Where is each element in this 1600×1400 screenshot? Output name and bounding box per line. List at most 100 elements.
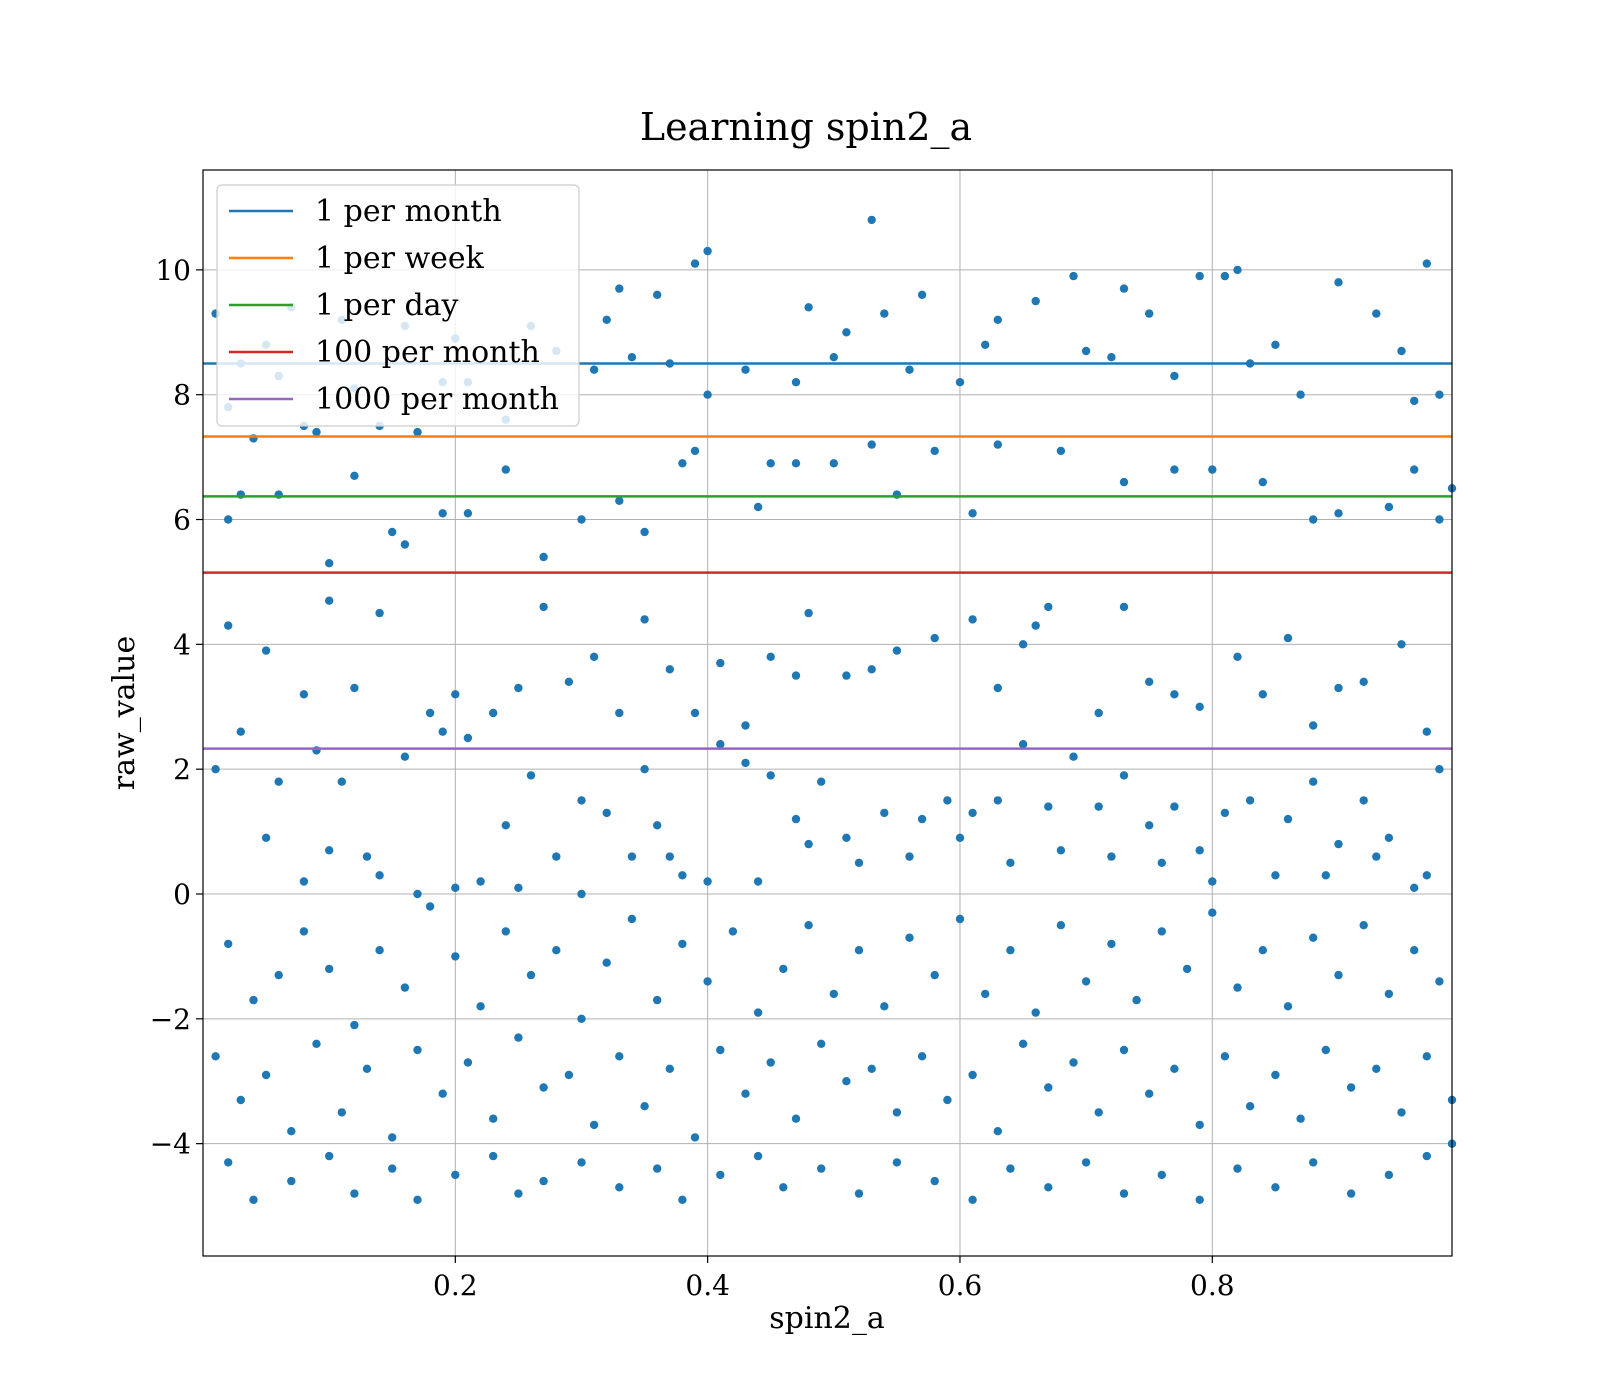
data-point xyxy=(1334,683,1343,693)
data-point xyxy=(627,852,637,861)
data-point xyxy=(1182,964,1192,974)
data-point xyxy=(325,1151,334,1161)
data-point xyxy=(665,665,674,674)
data-point xyxy=(905,852,914,861)
data-point xyxy=(489,708,498,718)
data-point xyxy=(451,1170,460,1180)
data-point xyxy=(842,1077,851,1086)
data-point xyxy=(1309,1158,1318,1167)
data-point xyxy=(1334,278,1343,287)
data-point xyxy=(1018,740,1028,749)
data-point xyxy=(791,814,801,824)
data-point xyxy=(438,1089,447,1098)
data-point xyxy=(400,983,410,992)
data-point xyxy=(1321,1045,1331,1055)
data-point xyxy=(589,365,599,374)
data-point xyxy=(867,215,876,225)
data-point xyxy=(653,1164,662,1173)
x-tick-label: 0.2 xyxy=(433,1269,478,1302)
data-point xyxy=(993,440,1002,449)
data-point xyxy=(766,652,775,661)
data-point xyxy=(501,821,510,830)
data-point xyxy=(1031,1008,1040,1017)
data-point xyxy=(1245,796,1255,805)
data-point xyxy=(678,871,687,880)
data-point xyxy=(615,1052,624,1061)
data-point xyxy=(1170,690,1179,699)
data-point xyxy=(526,771,536,780)
data-point xyxy=(791,1114,801,1123)
data-point xyxy=(1132,995,1141,1005)
data-point xyxy=(653,290,662,299)
data-point xyxy=(804,608,813,618)
data-point xyxy=(299,690,309,699)
data-point xyxy=(716,740,725,749)
data-point xyxy=(1119,1045,1129,1055)
data-point xyxy=(753,877,763,886)
data-point xyxy=(1220,808,1230,818)
data-point xyxy=(602,958,611,967)
data-point xyxy=(413,1045,422,1055)
data-point xyxy=(1195,1120,1204,1130)
data-point xyxy=(1334,509,1343,518)
data-point xyxy=(1321,871,1331,880)
data-point xyxy=(526,970,536,980)
data-point xyxy=(261,646,271,655)
data-point xyxy=(653,821,662,830)
data-point xyxy=(678,1195,687,1205)
data-point xyxy=(665,852,674,861)
data-point xyxy=(1006,858,1015,867)
data-point xyxy=(1107,353,1116,362)
data-point xyxy=(1245,1102,1255,1111)
data-point xyxy=(1094,708,1103,718)
data-point xyxy=(1397,346,1406,356)
data-point xyxy=(489,1114,498,1123)
data-point xyxy=(1410,883,1419,892)
data-point xyxy=(1384,1170,1394,1180)
data-point xyxy=(640,1102,649,1111)
data-point xyxy=(1283,633,1293,643)
data-point xyxy=(968,509,977,518)
data-point xyxy=(388,1164,397,1173)
data-point xyxy=(476,877,485,886)
data-point xyxy=(337,777,346,786)
data-point xyxy=(678,939,687,949)
data-point xyxy=(1372,309,1381,318)
data-point xyxy=(1422,1052,1432,1061)
data-point xyxy=(640,615,649,624)
y-axis-ticks: −4 −2 0 2 4 6 8 10 xyxy=(150,254,203,1161)
data-point xyxy=(1422,727,1432,736)
data-point xyxy=(1397,1108,1406,1117)
data-point xyxy=(1145,309,1154,318)
data-point xyxy=(451,883,460,892)
legend-entry-label: 1 per day xyxy=(315,288,459,323)
x-tick-label: 0.6 xyxy=(938,1269,983,1302)
data-point xyxy=(892,1158,902,1167)
data-point xyxy=(1031,621,1040,630)
data-point xyxy=(1145,677,1154,686)
data-point xyxy=(489,1151,498,1161)
data-point xyxy=(690,708,700,718)
data-point xyxy=(678,459,687,468)
data-point xyxy=(552,946,561,955)
data-point xyxy=(968,1195,977,1205)
data-point xyxy=(1334,839,1343,849)
data-point xyxy=(425,708,435,718)
data-point xyxy=(299,927,309,936)
data-point xyxy=(955,833,965,842)
data-point xyxy=(615,1183,624,1192)
data-point xyxy=(1346,1083,1356,1092)
data-point xyxy=(716,1170,725,1180)
data-point xyxy=(1296,1114,1305,1123)
data-point xyxy=(1410,946,1419,955)
y-tick-label: −2 xyxy=(150,1003,191,1036)
data-point xyxy=(640,527,649,537)
data-point xyxy=(476,1002,485,1011)
data-point xyxy=(993,683,1002,693)
data-point xyxy=(1208,908,1217,917)
data-point xyxy=(413,889,422,899)
data-point xyxy=(880,1002,889,1011)
data-point xyxy=(1018,1039,1028,1049)
data-point xyxy=(1069,271,1078,281)
data-point xyxy=(1094,802,1103,811)
